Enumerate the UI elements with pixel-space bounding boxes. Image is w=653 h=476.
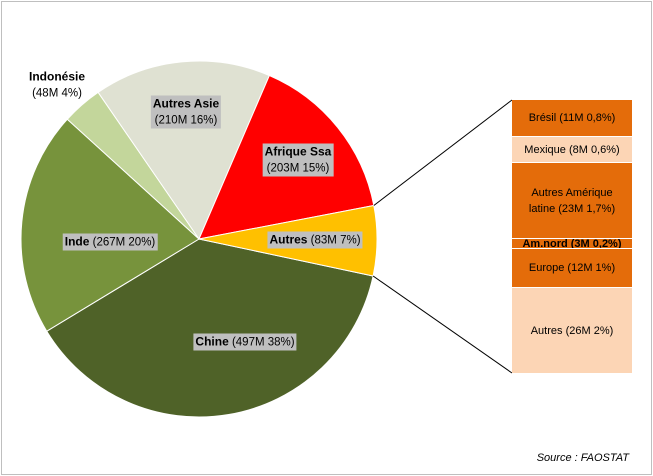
slice-value: (497M 38%) (231, 336, 295, 349)
slice-label: Autres (83M 7%) (267, 231, 363, 249)
bar-segment: Autres (26M 2%) (512, 287, 632, 373)
bar-segment: Mexique (8M 0,6%) (512, 136, 632, 163)
segment-name: Autres Amérique latine (528, 186, 613, 215)
segment-name: Autres (530, 324, 563, 337)
source-note: Source : FAOSTAT (536, 452, 629, 464)
segment-name: Brésil (528, 112, 557, 125)
segment-name: Mexique (524, 143, 566, 156)
segment-label: Brésil (11M 0,8%) (529, 110, 616, 126)
slice-label: Chine (497M 38%) (193, 333, 297, 351)
pie-slice (46, 238, 374, 418)
slice-name: Indonésie (28, 69, 86, 84)
bar-segment: Am.nord (3M 0,2%) (512, 238, 632, 250)
segment-name: Am.nord (522, 237, 568, 250)
slice-name: Inde (64, 234, 90, 249)
slice-label: Inde (267M 20%) (62, 233, 158, 251)
slice-value: (267M 20%) (92, 236, 156, 249)
slice-value: (203M 15%) (266, 162, 330, 175)
bar-segment: Autres Amérique latine (23M 1,7%) (512, 162, 632, 239)
pie-slice (97, 60, 271, 241)
segment-label: Autres Amérique latine (23M 1,7%) (518, 185, 626, 217)
segment-value: (3M 0,2%) (570, 237, 622, 250)
slice-label: Autres Asie (210M 16%) (150, 95, 222, 129)
connector-line (373, 99, 513, 206)
segment-label: Am.nord (3M 0,2%) (522, 236, 621, 252)
segment-label: Autres (26M 2%) (531, 323, 614, 339)
slice-name: Autres (269, 232, 308, 247)
connector-line (372, 275, 513, 374)
segment-value: (11M 0,8%) (559, 112, 616, 125)
slice-value: (83M 7%) (310, 234, 361, 247)
slice-name: Chine (195, 334, 229, 349)
segment-name: Europe (528, 262, 565, 275)
slice-value: (48M 4%) (32, 87, 82, 100)
segment-value: (26M 2%) (565, 324, 614, 337)
segment-label: Mexique (8M 0,6%) (524, 142, 619, 158)
segment-value: (23M 1,7%) (558, 202, 616, 215)
slice-name: Autres Asie (152, 96, 220, 111)
segment-value: (12M 1%) (567, 262, 616, 275)
slice-label: Indonésie (48M 4%) (29, 69, 85, 102)
segment-value: (8M 0,6%) (568, 143, 620, 156)
segment-label: Europe (12M 1%) (529, 260, 615, 276)
pie-slice (20, 118, 200, 332)
slice-value: (210M 16%) (154, 114, 218, 127)
slice-name: Afrique Ssa (264, 144, 332, 159)
bar-segment: Brésil (11M 0,8%) (512, 100, 632, 137)
slice-label: Afrique Ssa (203M 15%) (262, 143, 334, 177)
bar-segment: Europe (12M 1%) (512, 248, 632, 288)
